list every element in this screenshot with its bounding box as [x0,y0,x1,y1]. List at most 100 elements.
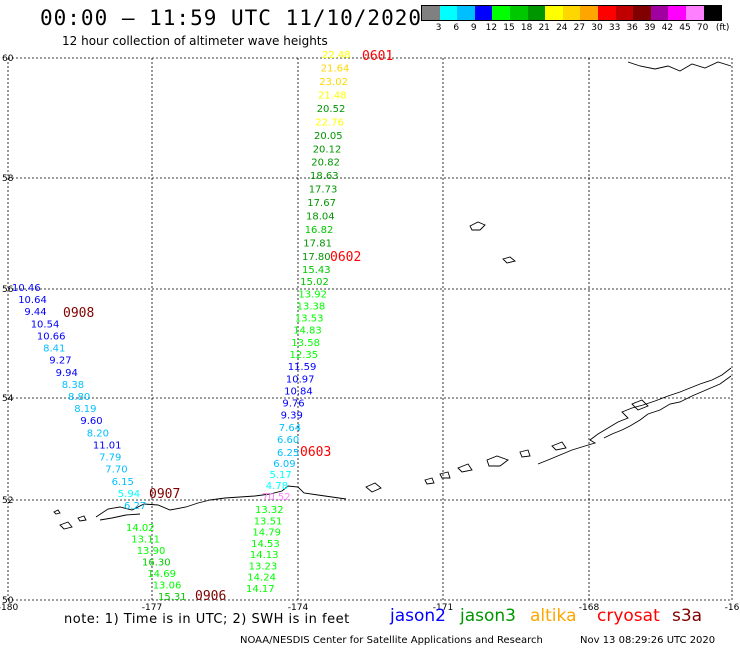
wave-height-value: 14.79 [252,528,281,539]
wave-height-value: 6.60 [277,435,299,446]
wave-height-value: 14.24 [247,573,276,584]
wave-height-value: 9.76 [282,399,304,410]
island-3 [486,455,509,467]
satellite-jason3: jason3 [460,606,516,626]
island-6 [519,449,531,458]
wave-height-value: 9.27 [49,356,71,367]
legend-swatch [650,6,669,20]
legend-label: 42 [661,23,674,33]
alaska-peninsula-coast [537,367,732,465]
credit-line: NOAA/NESDIS Center for Satellite Applica… [240,635,543,646]
satellite-cryosat: cryosat [597,606,660,626]
track-time-label: 0906 [195,589,226,604]
aleutian-chain-west [95,499,211,518]
island-1 [469,221,486,231]
wave-height-value: 8.80 [68,392,90,403]
aleutian-chain-east [209,485,347,501]
legend-swatch [685,6,704,20]
wave-height-value: 17.73 [309,185,338,196]
wave-height-value: 15.43 [302,265,331,276]
axis-labels: 60 58 56 54 52 50-180 -177 -174 -171 -168 -16 [0,54,740,613]
wave-height-value: 5.17 [270,470,292,481]
wave-height-value: 18.04 [306,212,335,223]
wave-height-value: 6.27 [124,501,146,512]
wave-height-value: 10.46 [12,283,41,294]
legend-label: 6 [453,23,460,33]
wave-height-value: 18.63 [310,171,339,182]
legend-label: 21 [538,23,550,33]
legend-swatch [509,6,528,20]
wave-height-value: 70.52 [262,492,291,503]
legend-label: 27 [573,23,586,33]
legend-label: 15 [503,23,515,33]
latitude-label: 52 [2,496,13,506]
legend-swatch [562,6,581,20]
wave-height-value: 13.38 [297,301,326,312]
wave-height-value: 21.48 [318,90,347,101]
wave-height-value: 9.39 [281,411,303,422]
legend-label: 3 [435,23,442,33]
island-10 [631,399,649,411]
legend-swatch [580,6,598,20]
legend-swatch [668,6,686,20]
track-time-label: 0602 [330,250,361,265]
aleutian-west-south [99,513,141,521]
wave-height-value: 6.09 [273,459,295,470]
wave-height-value: 22.48 [322,50,351,61]
wave-height-value: 14.13 [250,550,279,561]
wave-height-value: 14.83 [293,326,322,337]
alaska-mainland-coast [627,61,732,72]
small-island-c [53,509,61,515]
longitude-label: -171 [433,603,453,613]
wave-height-value: 10.66 [37,331,66,342]
wave-height-value: 4.78 [266,481,288,492]
wave-height-value: 10.97 [286,374,315,385]
legend-label: 18 [520,23,533,33]
legend-swatches [421,5,723,21]
legend-swatch [457,6,475,20]
wave-height-value: 13.51 [254,516,283,527]
latitude-label: 50 [2,596,14,606]
wave-height-value: 15.02 [300,277,329,288]
wave-height-value: 11.01 [93,440,122,451]
latitude-label: 58 [2,174,14,184]
wave-height-value: 13.53 [295,314,324,325]
wave-height-value: 20.05 [314,131,343,142]
longitude-label: -174 [288,603,309,613]
wave-height-value: 17.67 [307,198,336,209]
wave-height-value: 23.02 [319,77,348,88]
legend-swatch [439,6,458,20]
wave-height-value: 13.58 [291,338,320,349]
wave-height-value: 8.41 [43,344,65,355]
legend-label: 39 [644,23,656,33]
wave-height-value: 9.60 [80,416,102,427]
longitude-label: -177 [142,603,162,613]
legend-label: 9 [470,23,477,33]
satellite-s3a: s3a [672,606,703,626]
wave-height-value: 17.81 [303,239,332,250]
wave-height-value: 13.23 [249,561,278,572]
legend-label: 33 [608,23,621,33]
wave-height-value: 8.19 [74,404,96,415]
longitude-label: -16 [725,603,740,613]
longitude-label: -168 [579,603,600,613]
wave-height-value: 13.06 [153,581,182,592]
footer-note: note: 1) Time is in UTC; 2) SWH is in fe… [64,612,350,627]
legend-swatch [422,6,440,20]
legend-label: 36 [626,23,638,33]
altimeter-tracks: 22.48 21.64 23.02 21.48 20.52 22.76 20.05 20.12… [12,49,393,604]
wave-height-value: 14.17 [246,584,275,595]
longitude-label: -180 [0,603,18,613]
wave-height-value: 10.84 [284,386,313,397]
island-8 [424,477,435,485]
legend-label: 45 [679,23,691,33]
legend-swatch [527,6,546,20]
legend-swatch [703,6,722,20]
island-9 [551,441,567,451]
wave-height-value: 14.02 [126,523,155,534]
wave-height-value: 20.82 [311,158,340,169]
small-island-a [59,521,73,530]
wave-height-value: 7.64 [279,423,301,434]
map-subtitle: 12 hour collection of altimeter wave hei… [62,34,328,48]
